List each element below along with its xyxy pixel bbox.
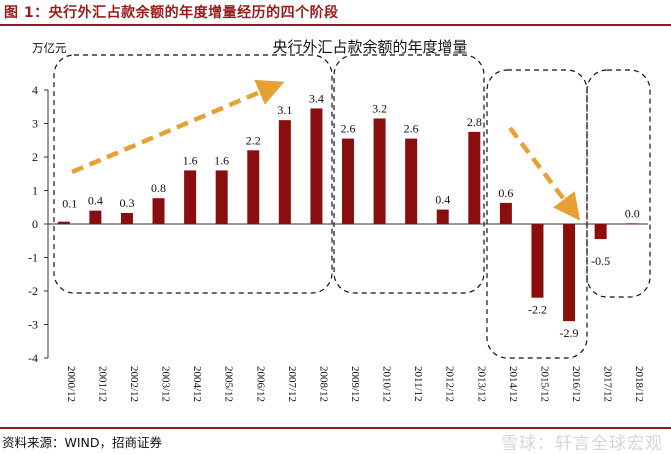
data-label: 0.0	[625, 206, 640, 220]
bar-2001/12	[89, 210, 102, 224]
data-label: 2.6	[404, 122, 419, 136]
footer: 资料来源：WIND，招商证券 雪球：轩言全球宏观	[0, 427, 671, 454]
bar-2014/12	[499, 202, 512, 224]
y-tick-label: 1	[32, 184, 38, 198]
bar-2004/12	[184, 170, 197, 224]
data-label: 2.6	[341, 122, 356, 136]
figure-title: 图 1：央行外汇占款余额的年度增量经历的四个阶段	[4, 5, 339, 21]
x-tick-label: 2003/12	[160, 366, 172, 402]
data-label: 0.6	[498, 186, 513, 200]
y-tick-label: -3	[28, 318, 38, 332]
bar-2006/12	[247, 150, 260, 224]
y-tick-label: 4	[32, 83, 38, 97]
bar-2018/12	[626, 223, 639, 225]
x-tick-label: 2014/12	[507, 366, 519, 402]
bar-2009/12	[342, 138, 354, 224]
x-tick-label: 2000/12	[65, 366, 77, 402]
up-trend-arrow	[71, 79, 285, 175]
down-trend-arrow	[508, 126, 581, 221]
x-tick-label: 2012/12	[444, 366, 456, 402]
bar-2011/12	[405, 138, 418, 224]
bar-2007/12	[278, 120, 291, 224]
phase-box	[333, 54, 485, 294]
bar-2005/12	[215, 170, 228, 224]
data-label: 0.1	[62, 197, 77, 211]
figure-header: 图 1：央行外汇占款余额的年度增量经历的四个阶段	[0, 0, 671, 26]
x-tick-label: 2011/12	[412, 366, 424, 402]
x-tick-label: 2017/12	[602, 366, 614, 402]
bar-2015/12	[531, 224, 544, 298]
y-tick-label: 0	[32, 217, 38, 231]
bar-2000/12	[57, 221, 70, 224]
data-label: 1.6	[183, 153, 198, 167]
data-label: 3.1	[277, 103, 292, 117]
x-tick-label: 2006/12	[254, 366, 266, 402]
x-tick-label: 2010/12	[381, 366, 393, 402]
data-label: -2.2	[528, 303, 547, 317]
data-label: 1.6	[214, 153, 229, 167]
x-tick-label: 2005/12	[223, 366, 235, 402]
phase-box	[486, 69, 588, 359]
bar-2008/12	[310, 108, 323, 224]
bar-2013/12	[468, 131, 481, 224]
chart-title: 央行外汇占款余额的年度增量	[272, 38, 467, 56]
data-label: 0.4	[435, 193, 450, 207]
y-tick-label: 3	[32, 117, 38, 131]
data-label: 3.4	[309, 91, 324, 105]
y-axis-unit: 万亿元	[32, 41, 67, 55]
data-label: 2.2	[246, 133, 261, 147]
x-tick-label: 2009/12	[349, 366, 361, 402]
data-label: 0.8	[151, 181, 166, 195]
x-tick-label: 2013/12	[475, 366, 487, 402]
x-tick-label: 2007/12	[286, 366, 298, 402]
data-label: 3.2	[372, 101, 387, 115]
bar-2012/12	[436, 209, 449, 224]
phase-box	[53, 54, 333, 294]
x-tick-label: 2001/12	[96, 366, 108, 402]
bar-2010/12	[373, 118, 386, 224]
y-tick-label: -2	[28, 284, 38, 298]
data-label: 0.4	[88, 194, 103, 208]
x-tick-label: 2015/12	[538, 366, 550, 402]
bar-2003/12	[152, 198, 165, 224]
x-tick-label: 2018/12	[633, 366, 645, 402]
phase-box	[586, 69, 651, 298]
x-tick-label: 2004/12	[191, 366, 203, 402]
source-note: 资料来源：WIND，招商证券	[2, 435, 163, 450]
bar-2016/12	[563, 224, 576, 322]
x-tick-label: 2008/12	[317, 366, 329, 402]
bar-2002/12	[120, 212, 133, 224]
data-label: -2.9	[560, 326, 579, 340]
x-tick-label: 2016/12	[570, 366, 582, 402]
data-label: 2.8	[467, 115, 482, 129]
y-tick-label: 2	[32, 150, 38, 164]
data-label: -0.5	[591, 254, 610, 268]
y-tick-label: -4	[28, 351, 38, 365]
y-tick-label: -1	[28, 251, 38, 265]
x-tick-label: 2002/12	[128, 366, 140, 402]
bar-2017/12	[594, 224, 607, 240]
data-label: 0.3	[119, 196, 134, 210]
watermark: 雪球：轩言全球宏观	[501, 434, 663, 454]
